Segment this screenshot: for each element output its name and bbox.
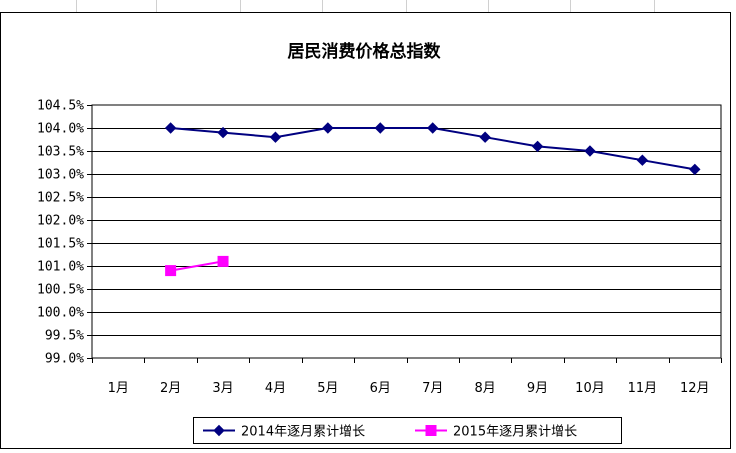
series-line-2 [170, 260, 224, 272]
legend-box [193, 417, 622, 444]
data-point-series-1 [531, 140, 544, 153]
y-tick-label: 102.5% [37, 191, 84, 206]
x-tick-label: 9月 [527, 381, 548, 396]
data-point-series-1 [322, 122, 334, 134]
y-tick-label: 104.5% [37, 99, 84, 114]
data-point-series-2 [217, 255, 229, 267]
x-tick-label: 3月 [212, 381, 233, 396]
legend: 2014年逐月累计增长 2015年逐月累计增长 [193, 417, 622, 444]
y-tick-label: 101.0% [37, 260, 84, 275]
legend-label-1: 2014年逐月累计增长 [241, 425, 365, 440]
data-point-series-1 [479, 131, 491, 143]
y-tick-label: 99.5% [45, 329, 84, 344]
y-tick-label: 100.0% [37, 306, 84, 321]
plot-area: 99.0% 99.5% 100.0% 100.5% 101.0% 101.5% 102.0%… [37, 99, 722, 396]
y-tick-label: 104.0% [37, 122, 84, 137]
data-point-series-1 [374, 122, 386, 134]
x-tick-label: 1月 [108, 381, 129, 396]
y-tick-label: 102.0% [37, 214, 84, 229]
x-tick-label: 12月 [680, 381, 710, 396]
data-point-series-2 [165, 265, 177, 277]
legend-marker-1 [213, 424, 225, 437]
data-point-series-1 [217, 126, 229, 139]
data-point-series-1 [584, 145, 596, 157]
x-tick-label: 8月 [474, 381, 495, 396]
plot-background [91, 104, 722, 359]
y-tick-label: 103.0% [37, 168, 84, 183]
x-tick-label: 2月 [160, 381, 181, 396]
x-tick-label: 10月 [575, 381, 605, 396]
sheet-gridlines [76, 0, 655, 12]
data-point-series-1 [164, 122, 177, 134]
x-tick-label: 5月 [317, 381, 338, 396]
y-tick-label: 100.5% [37, 283, 84, 298]
data-point-series-1 [269, 131, 282, 143]
chart-title: 居民消费价格总指数 [288, 41, 442, 62]
x-tick-label: 4月 [265, 381, 286, 396]
legend-marker-2 [425, 425, 437, 436]
x-tick-label: 7月 [422, 381, 443, 396]
data-point-series-1 [636, 154, 649, 166]
legend-label-2: 2015年逐月累计增长 [453, 425, 577, 440]
y-tick-label: 103.5% [37, 145, 84, 160]
data-point-series-1 [689, 163, 701, 176]
x-tick-label: 6月 [370, 381, 391, 396]
x-tick-label: 11月 [628, 381, 658, 396]
y-tick-label: 99.0% [45, 352, 84, 367]
data-point-series-1 [427, 122, 439, 134]
y-tick-label: 101.5% [37, 237, 84, 252]
